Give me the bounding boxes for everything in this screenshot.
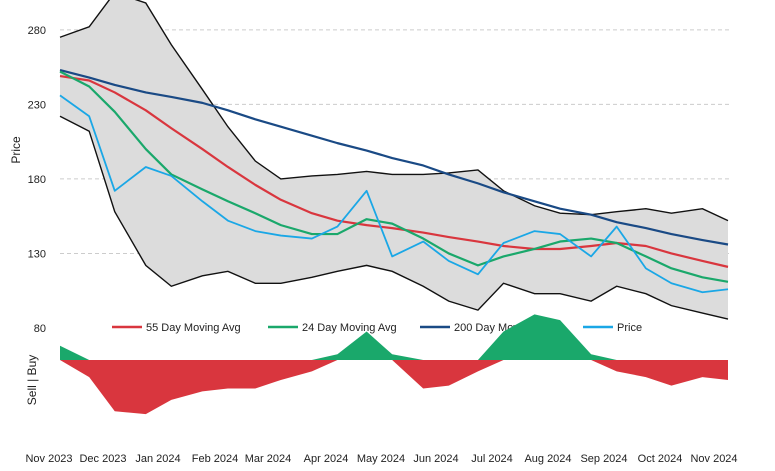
y-tick-label: 230 <box>28 99 46 111</box>
x-tick-label: Jun 2024 <box>413 453 458 465</box>
y-tick-label: 180 <box>28 174 46 186</box>
y-tick-label: 130 <box>28 248 46 260</box>
band-lower-line <box>59 115 729 320</box>
x-tick-label: Dec 2023 <box>79 453 126 465</box>
x-tick-label: Apr 2024 <box>304 453 349 465</box>
buy-area <box>60 314 728 360</box>
y-tick-label: 280 <box>28 25 46 37</box>
legend-label-3: Price <box>617 322 642 334</box>
x-tick-label: May 2024 <box>357 453 405 465</box>
x-tick-label: Aug 2024 <box>524 453 571 465</box>
series-line-1 <box>59 70 729 283</box>
x-tick-label: Sep 2024 <box>580 453 627 465</box>
y-axis-label: Price <box>9 136 23 164</box>
legend-label-0: 55 Day Moving Avg <box>146 322 241 334</box>
band-upper-line <box>59 0 729 222</box>
y-tick-labels: 80 130 180 230 280 <box>28 25 46 335</box>
y-tick-label: 80 <box>34 323 46 335</box>
x-tick-label: Jul 2024 <box>471 453 513 465</box>
price-band <box>59 0 729 320</box>
x-tick-label: Feb 2024 <box>192 453 238 465</box>
x-tick-label: Jan 2024 <box>135 453 180 465</box>
x-tick-label: Nov 2024 <box>690 453 737 465</box>
sell-buy-signal <box>60 314 728 415</box>
sell-area <box>60 360 728 415</box>
sell-buy-axis-label: Sell | Buy <box>25 355 39 405</box>
legend-label-1: 24 Day Moving Avg <box>302 322 397 334</box>
series-lines <box>59 69 729 294</box>
x-tick-label: Nov 2023 <box>25 453 72 465</box>
x-tick-label: Mar 2024 <box>245 453 291 465</box>
band-fill <box>60 0 728 320</box>
series-line-2 <box>59 69 729 246</box>
x-tick-label: Oct 2024 <box>638 453 683 465</box>
x-tick-labels: Nov 2023 Dec 2023 Jan 2024 Feb 2024 Mar 2024… <box>25 453 737 465</box>
series-line-3 <box>59 94 729 294</box>
